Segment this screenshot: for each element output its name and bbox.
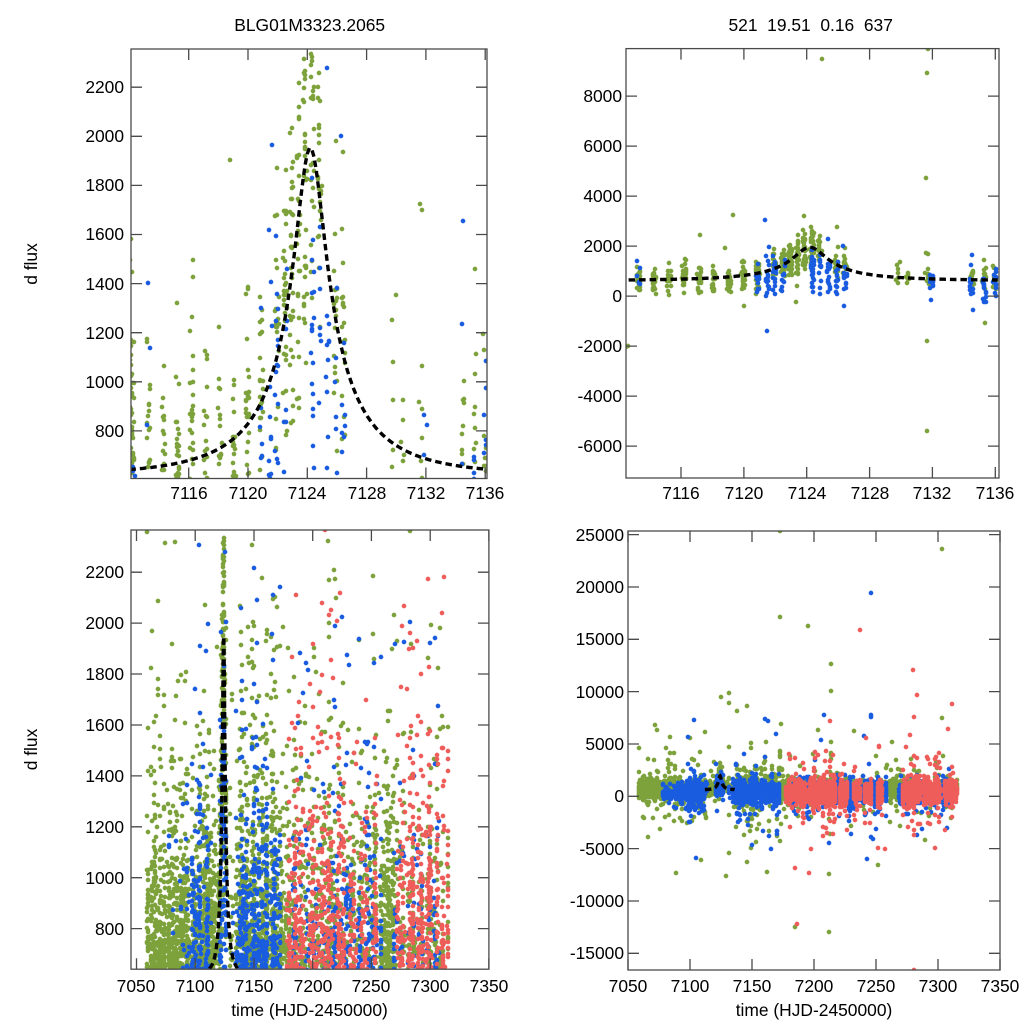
svg-text:2200: 2200 [85, 562, 124, 582]
svg-text:-6000: -6000 [578, 436, 622, 456]
svg-text:521 19.51 0.16 637: 521 19.51 0.16 637 [729, 15, 893, 35]
svg-text:7124: 7124 [288, 483, 327, 503]
svg-text:7120: 7120 [725, 483, 764, 503]
svg-text:7132: 7132 [913, 483, 952, 503]
svg-text:2000: 2000 [85, 613, 124, 633]
svg-text:1000: 1000 [85, 868, 124, 888]
svg-text:20000: 20000 [576, 577, 624, 597]
svg-text:1400: 1400 [85, 274, 124, 294]
svg-text:7250: 7250 [857, 976, 896, 996]
svg-text:7116: 7116 [170, 483, 207, 503]
svg-text:25000: 25000 [576, 525, 624, 545]
svg-text:800: 800 [95, 421, 124, 441]
svg-text:15000: 15000 [576, 629, 624, 649]
svg-text:time (HJD-2450000): time (HJD-2450000) [736, 1000, 893, 1020]
svg-text:7300: 7300 [919, 976, 958, 996]
svg-text:7200: 7200 [294, 976, 333, 996]
svg-text:-10000: -10000 [570, 891, 624, 911]
svg-text:-2000: -2000 [578, 336, 622, 356]
svg-text:4000: 4000 [583, 186, 622, 206]
svg-text:1200: 1200 [85, 817, 124, 837]
svg-text:1800: 1800 [85, 664, 124, 684]
svg-text:1800: 1800 [85, 175, 124, 195]
svg-text:7128: 7128 [348, 483, 387, 503]
svg-text:2000: 2000 [583, 236, 622, 256]
svg-text:7128: 7128 [851, 483, 890, 503]
svg-text:-4000: -4000 [578, 386, 622, 406]
svg-text:1000: 1000 [85, 372, 124, 392]
svg-text:7300: 7300 [411, 976, 450, 996]
svg-text:-5000: -5000 [580, 839, 624, 859]
svg-text:7136: 7136 [466, 483, 505, 503]
svg-text:d flux: d flux [21, 728, 41, 770]
svg-text:BLG01M3323.2065: BLG01M3323.2065 [234, 15, 385, 35]
svg-text:1600: 1600 [85, 715, 124, 735]
svg-text:7120: 7120 [229, 483, 268, 503]
svg-text:-15000: -15000 [570, 943, 624, 963]
svg-text:d flux: d flux [21, 243, 41, 285]
svg-text:5000: 5000 [585, 734, 624, 754]
svg-text:7132: 7132 [407, 483, 446, 503]
svg-text:time (HJD-2450000): time (HJD-2450000) [231, 1000, 388, 1020]
svg-text:10000: 10000 [576, 682, 624, 702]
svg-text:7050: 7050 [609, 976, 648, 996]
svg-text:7050: 7050 [117, 976, 156, 996]
svg-text:7200: 7200 [795, 976, 834, 996]
svg-text:7116: 7116 [662, 483, 699, 503]
svg-text:7100: 7100 [671, 976, 710, 996]
svg-text:8000: 8000 [583, 86, 622, 106]
svg-text:0: 0 [614, 786, 624, 806]
svg-text:7150: 7150 [733, 976, 772, 996]
svg-text:7124: 7124 [788, 483, 827, 503]
svg-text:2000: 2000 [85, 126, 124, 146]
svg-text:800: 800 [95, 919, 124, 939]
svg-text:7100: 7100 [176, 976, 215, 996]
svg-text:2200: 2200 [85, 77, 124, 97]
svg-text:1400: 1400 [85, 766, 124, 786]
svg-text:7136: 7136 [976, 483, 1015, 503]
svg-text:6000: 6000 [583, 136, 622, 156]
svg-text:7150: 7150 [235, 976, 274, 996]
svg-text:0: 0 [612, 286, 622, 306]
svg-text:1600: 1600 [85, 224, 124, 244]
svg-text:1200: 1200 [85, 323, 124, 343]
svg-text:7350: 7350 [981, 976, 1020, 996]
svg-text:7250: 7250 [352, 976, 391, 996]
svg-text:7350: 7350 [470, 976, 509, 996]
